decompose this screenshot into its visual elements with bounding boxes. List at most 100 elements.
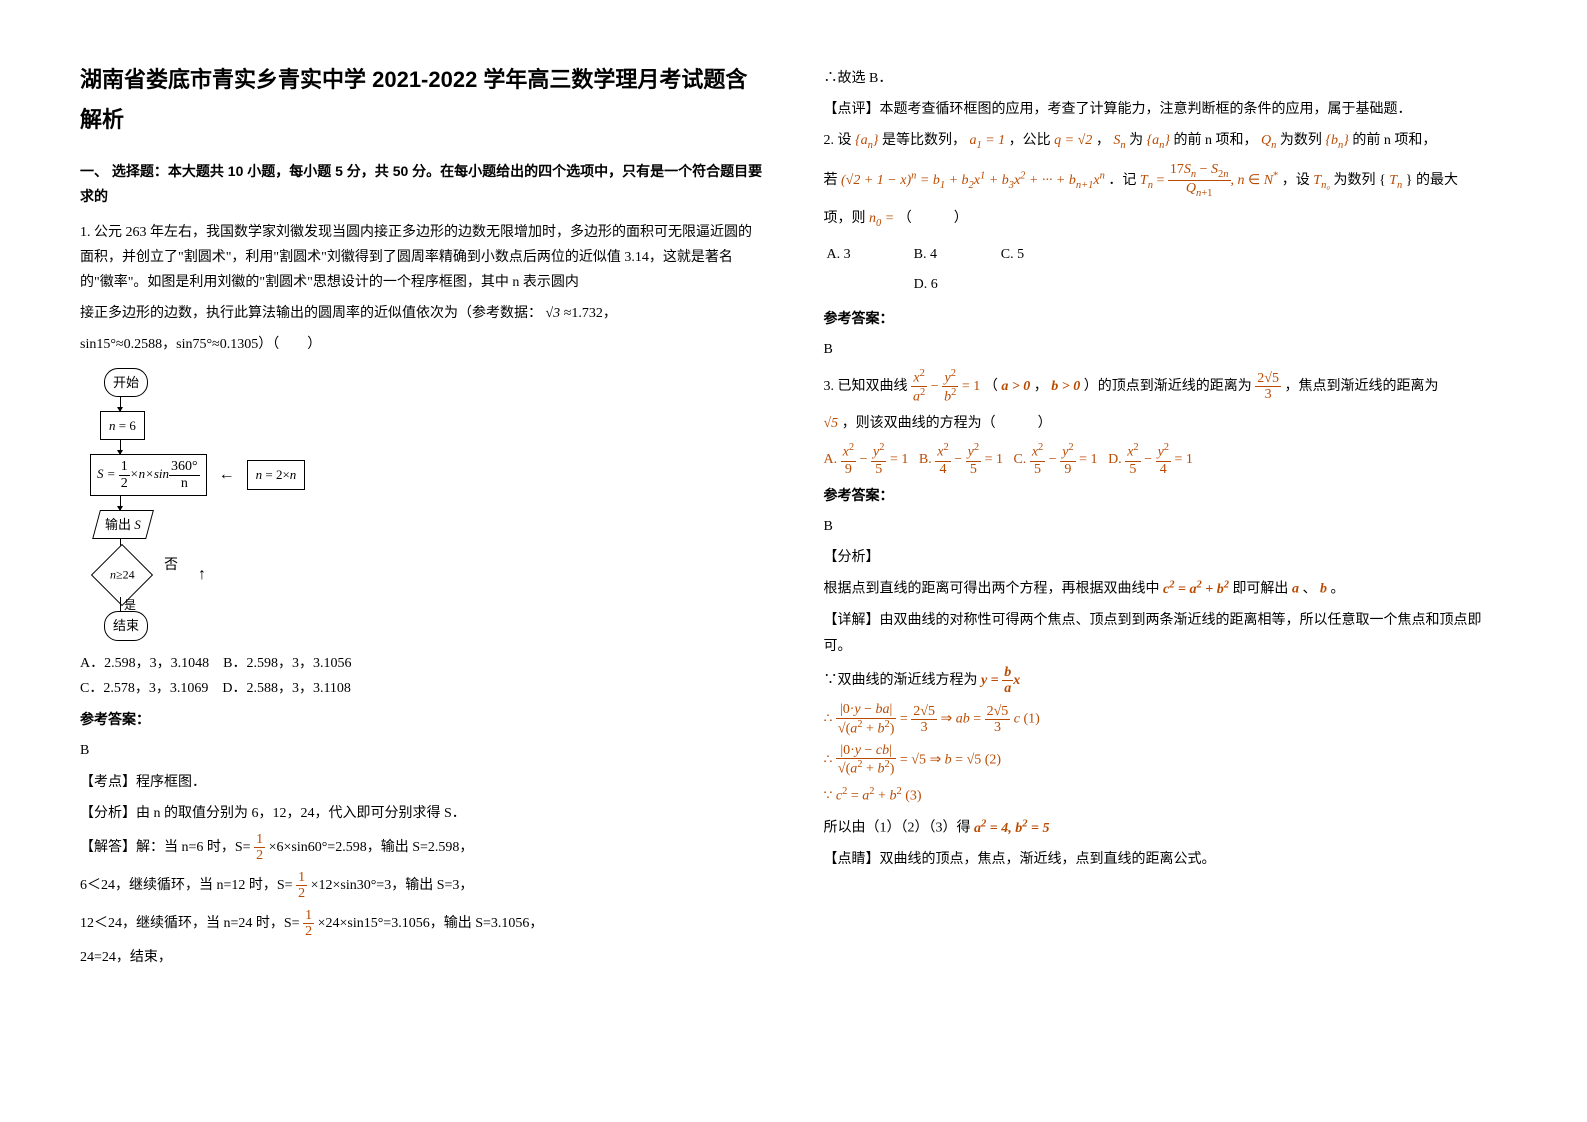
q1-step3: 12＜24，继续循环，当 n=24 时，S= 12 ×24×sin15°=3.1… — [80, 908, 764, 940]
q1-step1: 【解答】解：当 n=6 时，S= 12 ×6×sin60°=2.598，输出 S… — [80, 832, 764, 864]
t: ，设 — [1282, 173, 1310, 188]
answer-label: 参考答案： — [80, 707, 764, 732]
section-heading: 一、 选择题：本大题共 10 小题，每小题 5 分，共 50 分。在每小题给出的… — [80, 159, 764, 209]
left-column: 湖南省娄底市青实乡青实中学 2021-2022 学年高三数学理月考试题含解析 一… — [80, 60, 764, 1082]
t: 项，则 — [824, 211, 866, 226]
flow-no-label: 否 — [164, 553, 178, 578]
flow-output: 输出 S — [92, 510, 154, 539]
t: 3. 已知双曲线 — [824, 379, 908, 394]
opt-d: D. 6 — [913, 271, 998, 298]
q3-eq3: ∵ c2 = a2 + b2 (3) — [824, 783, 1508, 809]
t: ∵双曲线的渐近线方程为 — [824, 673, 978, 688]
q3-options: A. x29 − y25 = 1 B. x24 − y25 = 1 C. x25… — [824, 442, 1508, 476]
a-gt-0: a > 0 — [1001, 379, 1030, 394]
q1-step2: 6＜24，继续循环，当 n=12 时，S= 12 ×12×sin30°=3，输出… — [80, 870, 764, 902]
t: ，焦点到渐近线的距离为 — [1284, 379, 1438, 394]
an-icon: {an} — [1147, 133, 1170, 148]
q1-body-2b: ≈1.732， — [564, 306, 617, 321]
sqrt5-icon: √5 — [824, 416, 839, 431]
t: 为数列 { — [1334, 173, 1386, 188]
right-column: ∴故选 B． 【点评】本题考查循环框图的应用，考查了计算能力，注意判断框的条件的… — [824, 60, 1508, 1082]
q1-tag-kaodian: 【考点】程序框图． — [80, 770, 764, 795]
t: ）的顶点到渐近线的距离为 — [1084, 379, 1252, 394]
q1-step1b: ×6×sin60°=2.598，输出 S=2.598， — [269, 840, 474, 855]
q1-body-2a: 接正多边形的边数，执行此算法输出的圆周率的近似值依次为（参考数据： — [80, 306, 542, 321]
t: 即可解出 — [1232, 582, 1288, 597]
b-gt-0: b > 0 — [1051, 379, 1080, 394]
sqrt3-icon: √3 — [546, 306, 561, 321]
q1-review: 【点评】本题考查循环框图的应用，考查了计算能力，注意判断框的条件的应用，属于基础… — [824, 97, 1508, 122]
t: ， — [1034, 379, 1048, 394]
t: 为 — [1129, 133, 1143, 148]
Tn-def: Tn = 17Sn − S2nQn+1, n ∈ N* — [1140, 173, 1278, 188]
q3-fenxi-tag: 【分析】 — [824, 545, 1508, 570]
q1-body-3: sin15°≈0.2588，sin75°≈0.1305）（ ） — [80, 332, 764, 357]
q3-detail2: ∵双曲线的渐近线方程为 y = bax — [824, 665, 1508, 697]
t: 的前 n 项和， — [1352, 133, 1436, 148]
opt-c: C. 5 — [1000, 241, 1084, 268]
bn-icon: {bn} — [1325, 133, 1348, 148]
q3-analysis: 根据点到直线的距离可得出两个方程，再根据双曲线中 c2 = a2 + b2 即可… — [824, 576, 1508, 602]
half-fraction-icon: 12 — [303, 908, 314, 940]
q1-tag-fenxi: 【分析】由 n 的取值分别为 6，12，24，代入即可分别求得 S． — [80, 801, 764, 826]
flow-yes-label: 是 — [124, 595, 136, 617]
Qn-icon: Qn — [1261, 133, 1276, 148]
t: 根据点到直线的距离可得出两个方程，再根据双曲线中 — [824, 582, 1160, 597]
hyperbola-eq: x2a2 − y2b2 = 1 — [911, 379, 984, 394]
asymptote: y = bax — [981, 673, 1020, 688]
q3-line1: 3. 已知双曲线 x2a2 − y2b2 = 1 （ a > 0 ， b > 0… — [824, 368, 1508, 405]
q3-answer: B — [824, 514, 1508, 539]
q2-line2: 若 (√2 + 1 − x)n = b1 + b2x1 + b3x2 + ···… — [824, 162, 1508, 200]
Tn-icon: Tn — [1389, 173, 1402, 188]
t: ．记 — [1108, 173, 1136, 188]
q2-options: A. 3 B. 4 C. 5 D. 6 — [824, 239, 1087, 299]
Sn-icon: Sn — [1113, 133, 1125, 148]
t: 的前 n 项和， — [1174, 133, 1258, 148]
q3-detail1: 【详解】由双曲线的对称性可得两个焦点、顶点到到两条渐近线的距离相等，所以任意取一… — [824, 608, 1508, 658]
q3-result: 所以由（1）（2）（3）得 a2 = 4, b2 = 5 — [824, 815, 1508, 841]
poly-expand: (√2 + 1 − x)n = b1 + b2x1 + b3x2 + ··· +… — [841, 173, 1105, 188]
t: } 的最大 — [1406, 173, 1458, 188]
ab-result: a2 = 4, b2 = 5 — [974, 821, 1049, 836]
q1-step2a: 6＜24，继续循环，当 n=12 时，S= — [80, 878, 293, 893]
q1-step3a: 12＜24，继续循环，当 n=24 时，S= — [80, 916, 300, 931]
half-fraction-icon: 12 — [296, 870, 307, 902]
q-eq-sqrt2: q = √2 — [1054, 133, 1092, 148]
t: ， — [1096, 133, 1110, 148]
t: ，则该双曲线的方程为（ ） — [842, 416, 1052, 431]
flow-loop: n = 2×n — [247, 460, 306, 489]
q3-eq1: ∴ |0·y − ba|√(a2 + b2) = 2√53 ⇒ ab = 2√5… — [824, 702, 1508, 736]
t: 是等比数列， — [882, 133, 966, 148]
page: 湖南省娄底市青实乡青实中学 2021-2022 学年高三数学理月考试题含解析 一… — [0, 0, 1587, 1122]
doc-title: 湖南省娄底市青实乡青实中学 2021-2022 学年高三数学理月考试题含解析 — [80, 60, 764, 139]
seq-an-icon: {an} — [855, 133, 878, 148]
t: 。 — [1330, 582, 1344, 597]
q1-options: A．2.598，3，3.1048 B．2.598，3，3.1056 C．2.57… — [80, 651, 764, 701]
t: 为数列 — [1280, 133, 1322, 148]
t: 若 — [824, 173, 838, 188]
a1-eq-1: a1 = 1 — [969, 133, 1005, 148]
q1-conclusion: ∴故选 B． — [824, 66, 1508, 91]
answer-label: 参考答案： — [824, 483, 1508, 508]
q2-answer: B — [824, 337, 1508, 362]
c2-eq: c2 = a2 + b2 — [1163, 582, 1229, 597]
q2-line1: 2. 设 {an} 是等比数列， a1 = 1 ，公比 q = √2 ， Sn … — [824, 128, 1508, 156]
q1-answer: B — [80, 738, 764, 763]
q3-eq2: ∴ |0·y − cb|√(a2 + b2) = √5 ⇒ b = √5 (2) — [824, 743, 1508, 777]
n0-eq: n0 = — [869, 211, 894, 226]
a-icon: a — [1292, 582, 1299, 597]
q1-body-1: 1. 公元 263 年左右，我国数学家刘徽发现当圆内接正多边形的边数无限增加时，… — [80, 220, 764, 296]
flowchart: 开始 n = 6 S = 12×n×sin360°n ← n = 2×n 输出 … — [90, 368, 764, 641]
answer-label: 参考答案： — [824, 306, 1508, 331]
opt-b: B. 4 — [913, 241, 998, 268]
q3-point: 【点睛】双曲线的顶点，焦点，渐近线，点到直线的距离公式。 — [824, 847, 1508, 872]
flow-calc: S = 12×n×sin360°n — [90, 454, 207, 496]
dist1: 2√53 — [1255, 379, 1284, 394]
q1-body-2: 接正多边形的边数，执行此算法输出的圆周率的近似值依次为（参考数据： √3 ≈1.… — [80, 301, 764, 326]
q2-line3: 项，则 n0 = （ ） — [824, 206, 1508, 234]
Tn0-icon: Tn₀ — [1313, 173, 1330, 188]
q1-step4: 24=24，结束， — [80, 945, 764, 970]
t: 、 — [1302, 582, 1316, 597]
opt-a: A. 3 — [826, 241, 911, 268]
q1-step3b: ×24×sin15°=3.1056，输出 S=3.1056， — [318, 916, 544, 931]
